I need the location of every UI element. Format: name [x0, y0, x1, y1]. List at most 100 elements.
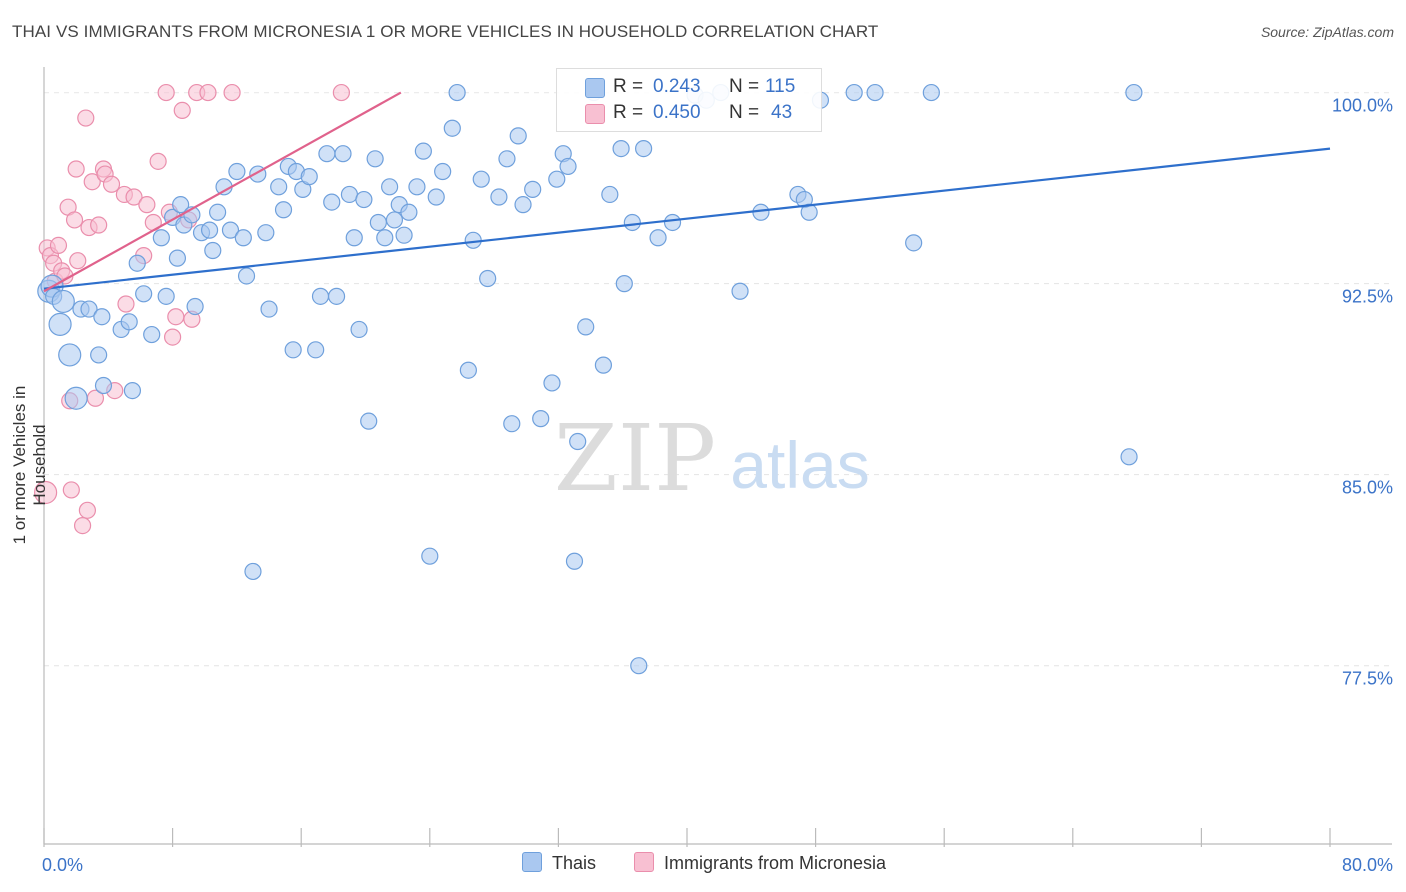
- thais-point: [234, 229, 252, 247]
- thais-point: [350, 320, 368, 339]
- thais-point: [221, 221, 240, 239]
- thais-point: [565, 552, 584, 570]
- thais-r-value: 0.243: [653, 76, 701, 97]
- series-legend: Thais Immigrants from Micronesia: [0, 852, 1406, 878]
- micronesia-point: [332, 83, 350, 102]
- watermark: ZIP atlas: [554, 405, 870, 512]
- micronesia-r-value: 0.450: [653, 102, 701, 123]
- thais-point: [434, 162, 452, 181]
- legend-item-thais[interactable]: Thais: [522, 852, 596, 874]
- micronesia-point: [77, 109, 95, 127]
- thais-point: [369, 213, 387, 232]
- micronesia-point: [67, 160, 85, 178]
- thais-point: [577, 318, 595, 336]
- thais-point: [524, 180, 542, 198]
- thais-point: [228, 162, 246, 181]
- thais-point: [123, 381, 142, 400]
- thais-point: [381, 178, 399, 196]
- thais-point: [93, 308, 111, 326]
- micronesia-point: [34, 480, 58, 505]
- thais-point: [270, 178, 288, 196]
- thais-point: [395, 226, 413, 244]
- x-tick-label: 0.0%: [42, 855, 83, 875]
- micronesia-point: [164, 328, 182, 346]
- micronesia-point: [117, 295, 135, 313]
- stats-legend: R = 0.243 N = 115 R = 0.450 N = 43: [556, 68, 822, 132]
- thais-point: [548, 170, 566, 188]
- thais-point: [922, 83, 940, 102]
- thais-point: [414, 142, 432, 160]
- x-tick-label: 80.0%: [1342, 855, 1393, 875]
- legend-thais-label: Thais: [552, 853, 597, 873]
- thais-point: [143, 325, 161, 344]
- thais-point: [663, 213, 682, 232]
- thais-point: [64, 386, 88, 410]
- micronesia-point: [73, 516, 92, 535]
- thais-point: [80, 300, 98, 318]
- thais-point: [244, 562, 262, 581]
- micronesia-trend-line: [43, 91, 402, 293]
- thais-point: [260, 300, 278, 318]
- thais-point: [340, 185, 359, 204]
- thais-point: [135, 285, 153, 303]
- thais-n-value: 115: [765, 76, 796, 97]
- watermark-atlas: atlas: [730, 428, 869, 502]
- micronesia-point: [83, 173, 101, 191]
- thais-point: [300, 168, 318, 186]
- tick-labels: 77.5% 85.0% 92.5% 100.0% 0.0% 80.0%: [42, 96, 1393, 875]
- thais-point: [51, 289, 75, 314]
- micronesia-point: [65, 211, 84, 229]
- y-axis-label: 1 or more Vehicles in Household: [10, 385, 49, 545]
- micronesia-point: [49, 236, 68, 255]
- thais-point: [257, 224, 275, 242]
- thais-point: [94, 376, 113, 395]
- micronesia-point: [69, 252, 87, 270]
- micronesia-swatch: [585, 104, 605, 124]
- chart-title: THAI VS IMMIGRANTS FROM MICRONESIA 1 OR …: [12, 22, 879, 41]
- thais-point: [615, 275, 633, 293]
- thais-point: [334, 145, 352, 163]
- micronesia-point: [149, 152, 167, 170]
- thais-point: [284, 341, 302, 359]
- y-tick-label: 85.0%: [1342, 478, 1393, 498]
- thais-point: [601, 185, 619, 204]
- thais-point: [311, 287, 330, 305]
- thais-points: [37, 83, 1143, 675]
- thais-point: [1120, 448, 1138, 466]
- thais-point: [594, 356, 613, 374]
- thais-point: [400, 203, 418, 221]
- legend-item-micronesia[interactable]: Immigrants from Micronesia: [634, 852, 886, 874]
- micronesia-point: [167, 308, 185, 326]
- axes: [43, 67, 1392, 847]
- thais-point: [532, 410, 550, 428]
- thais-point: [490, 188, 508, 206]
- thais-point: [623, 213, 641, 232]
- thais-point: [120, 313, 138, 331]
- thais-point: [649, 229, 667, 247]
- thais-point: [345, 229, 363, 247]
- thais-point: [360, 412, 378, 430]
- legend-micronesia-label: Immigrants from Micronesia: [664, 853, 887, 873]
- micronesia-point: [78, 501, 97, 519]
- thais-point: [634, 140, 653, 158]
- thais-point: [323, 193, 341, 211]
- thais-point: [503, 415, 521, 433]
- thais-point: [186, 297, 204, 316]
- micronesia-point: [90, 216, 108, 234]
- y-tick-label: 77.5%: [1342, 669, 1393, 689]
- thais-point: [866, 83, 884, 102]
- thais-point: [427, 188, 445, 206]
- thais-point: [366, 150, 384, 168]
- thais-point: [90, 346, 108, 364]
- thais-point: [731, 282, 749, 300]
- thais-point: [355, 190, 373, 209]
- thais-point: [200, 221, 219, 239]
- micronesia-point: [173, 101, 191, 119]
- micronesia-r-label: R =: [613, 102, 644, 123]
- y-tick-label: 100.0%: [1332, 96, 1393, 116]
- thais-point: [376, 229, 394, 247]
- thais-r-label: R =: [613, 76, 644, 97]
- micronesia-point: [102, 175, 121, 193]
- thais-n-label: N =: [729, 76, 760, 97]
- thais-point: [459, 361, 477, 379]
